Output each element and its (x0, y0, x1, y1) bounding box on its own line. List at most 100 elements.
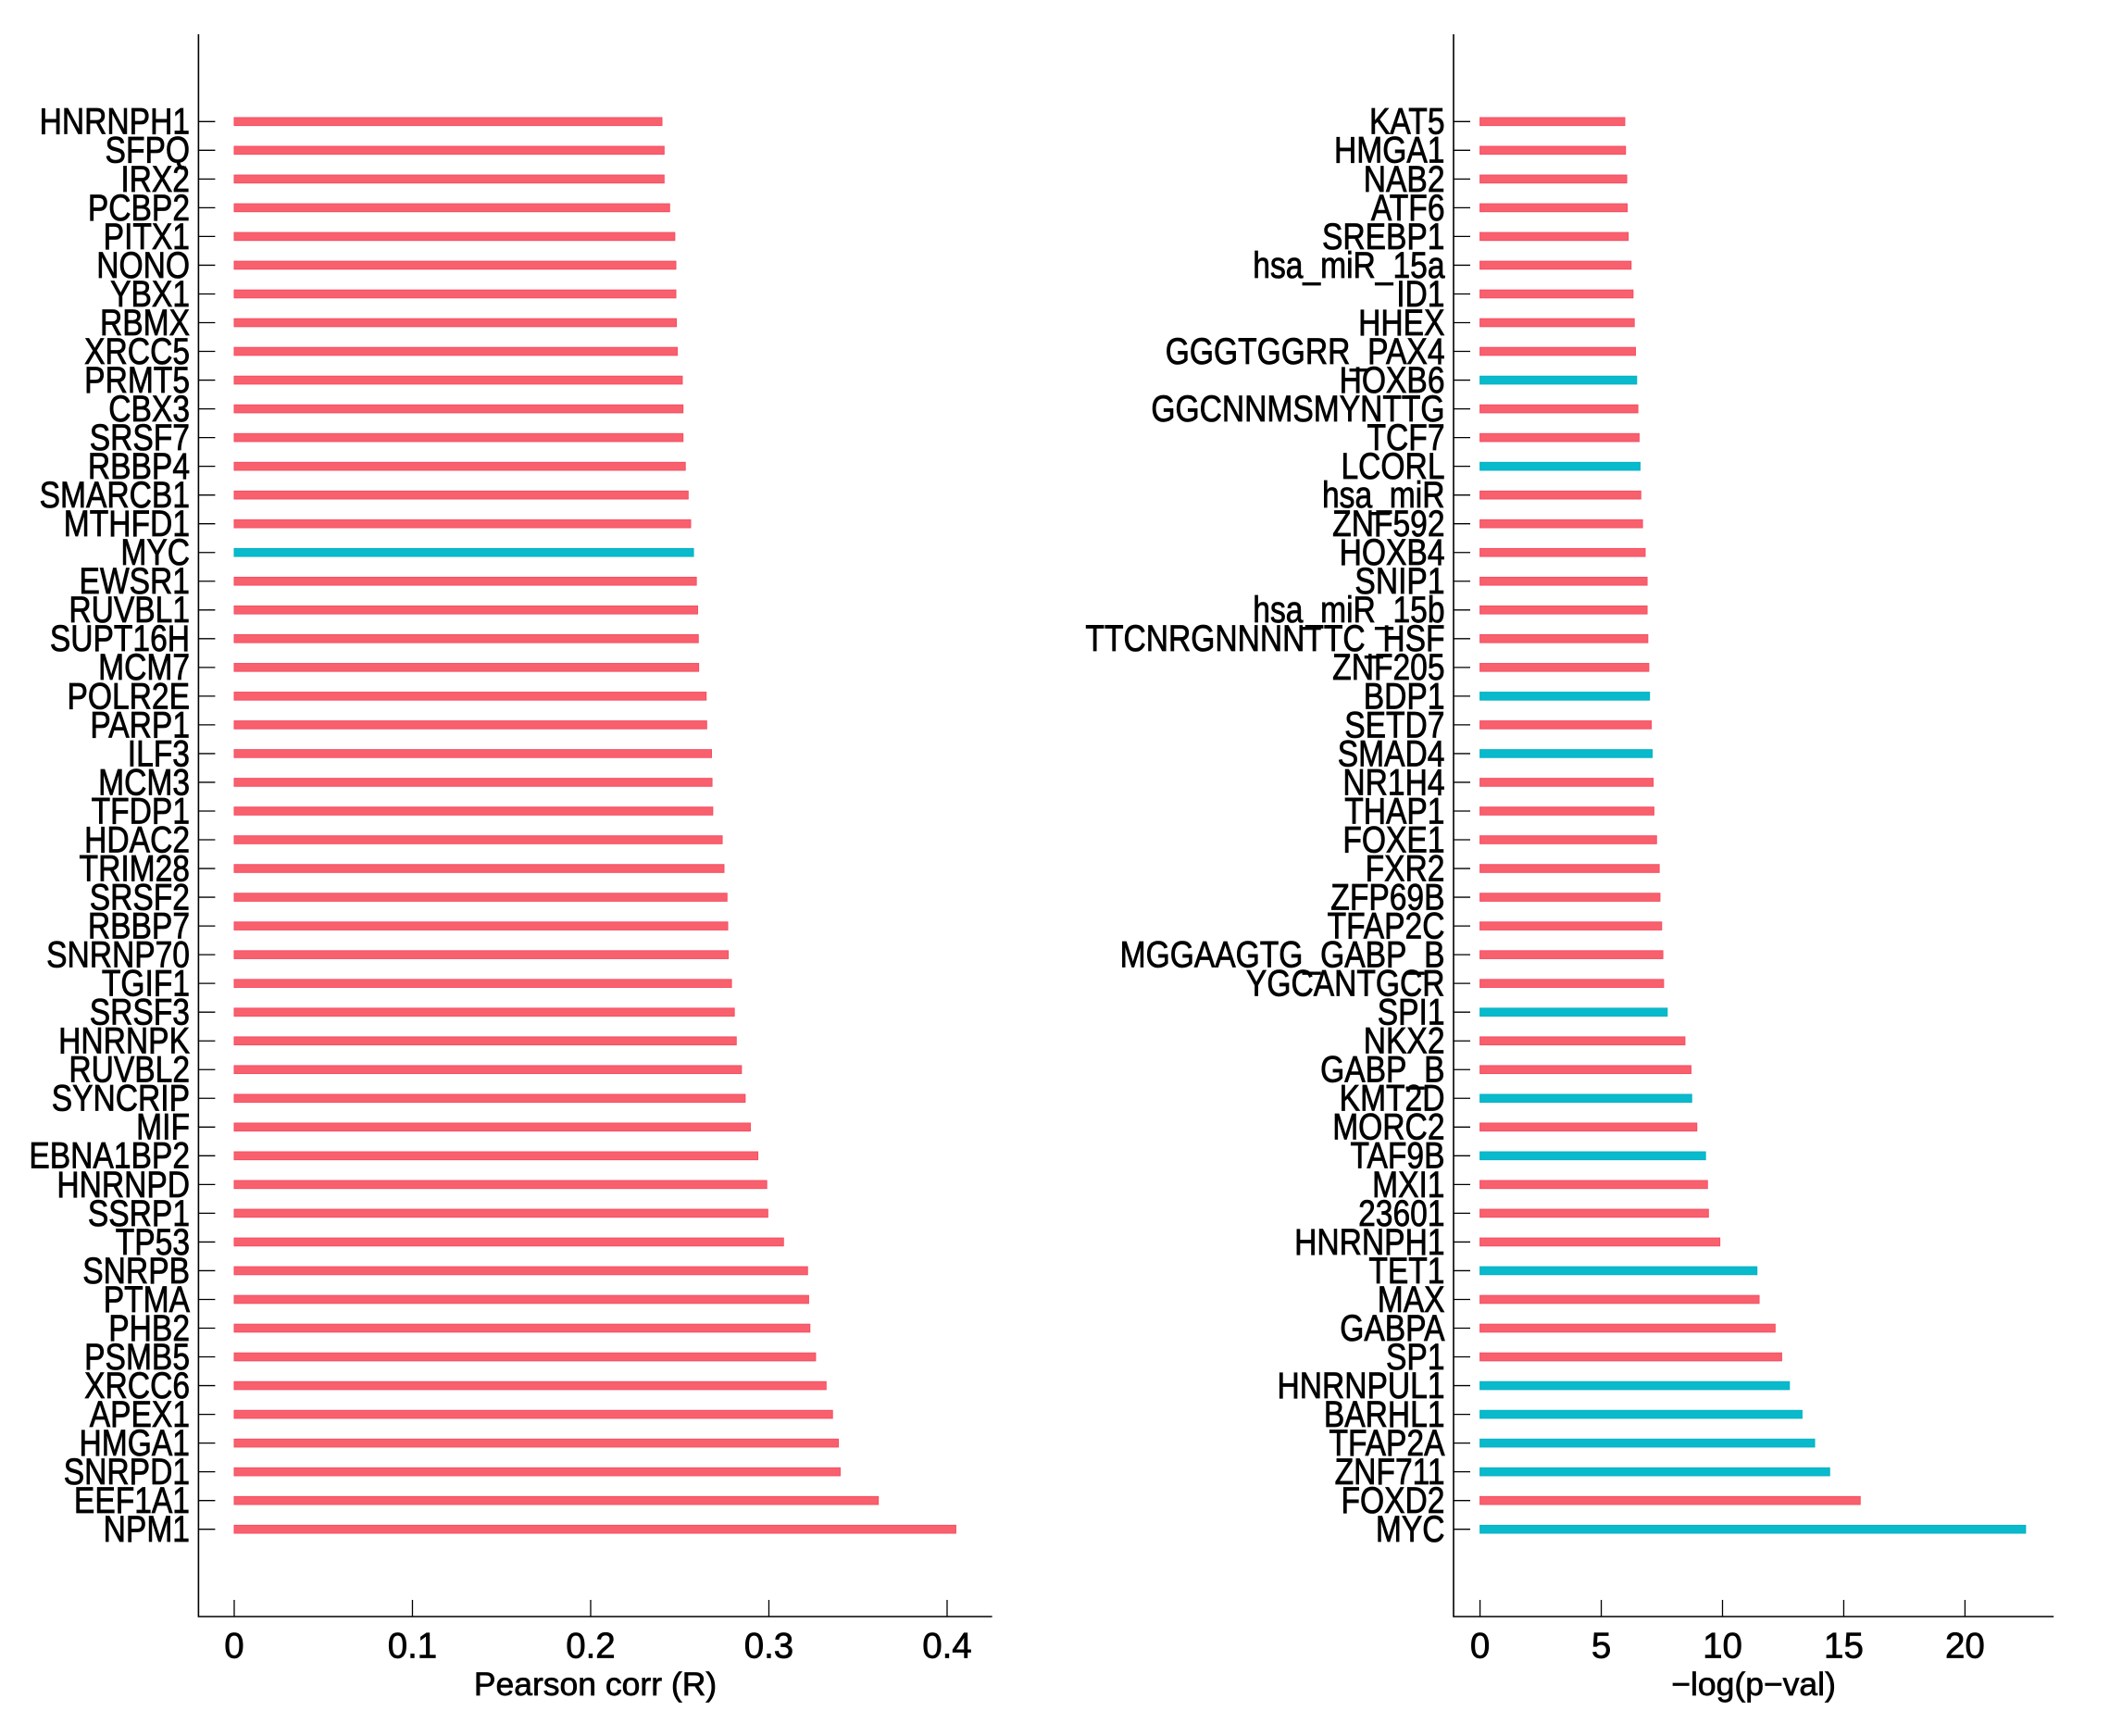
svg-text:ZNF592: ZNF592 (1332, 503, 1444, 543)
svg-text:23601: 23601 (1358, 1193, 1444, 1233)
svg-text:SP1: SP1 (1386, 1336, 1444, 1377)
svg-text:hsa_miR: hsa_miR (1322, 474, 1445, 515)
svg-text:GGGTGGRR_PAX4: GGGTGGRR_PAX4 (1166, 331, 1445, 371)
svg-text:15: 15 (1824, 1626, 1864, 1666)
svg-text:TAF9B: TAF9B (1350, 1135, 1444, 1176)
svg-text:MORC2: MORC2 (1332, 1106, 1444, 1147)
svg-text:hsa_miR_15b: hsa_miR_15b (1253, 589, 1444, 630)
svg-text:ZNF711: ZNF711 (1335, 1451, 1445, 1492)
svg-text:5: 5 (1592, 1626, 1611, 1666)
svg-text:HMGA1: HMGA1 (80, 1422, 190, 1463)
svg-text:NAB2: NAB2 (1364, 158, 1445, 199)
svg-text:LCORL: LCORL (1342, 445, 1445, 486)
svg-text:RBBP4: RBBP4 (88, 445, 190, 486)
svg-text:SMARCB1: SMARCB1 (40, 474, 190, 515)
svg-text:TFDP1: TFDP1 (92, 791, 190, 831)
svg-text:SREBP1: SREBP1 (1322, 216, 1445, 256)
svg-text:PTMA: PTMA (104, 1279, 191, 1319)
svg-text:PCBP2: PCBP2 (88, 187, 190, 228)
svg-text:SRSF3: SRSF3 (90, 992, 190, 1032)
svg-text:HNRNPK: HNRNPK (58, 1020, 190, 1061)
svg-text:FOXD2: FOXD2 (1342, 1480, 1445, 1520)
svg-text:HNRNPH1: HNRNPH1 (40, 101, 190, 142)
svg-text:POLR2E: POLR2E (67, 676, 190, 717)
svg-text:SRSF2: SRSF2 (90, 877, 190, 918)
svg-text:0: 0 (1470, 1626, 1490, 1666)
svg-text:0.1: 0.1 (388, 1626, 438, 1666)
svg-text:ILF3: ILF3 (128, 733, 190, 774)
svg-text:TFAP2A: TFAP2A (1329, 1422, 1444, 1463)
svg-text:Pearson corr (R): Pearson corr (R) (474, 1666, 717, 1703)
svg-text:BDP1: BDP1 (1364, 676, 1445, 717)
svg-text:PARP1: PARP1 (90, 705, 190, 745)
svg-text:SNRPB: SNRPB (82, 1250, 190, 1291)
svg-text:XRCC6: XRCC6 (84, 1365, 190, 1405)
svg-text:EEF1A1: EEF1A1 (74, 1480, 190, 1520)
svg-text:RUVBL2: RUVBL2 (69, 1049, 190, 1090)
svg-text:NONO: NONO (96, 244, 190, 285)
svg-text:PRMT5: PRMT5 (84, 359, 190, 400)
svg-text:FOXE1: FOXE1 (1342, 819, 1444, 860)
svg-text:KAT5: KAT5 (1369, 101, 1445, 142)
svg-text:THAP1: THAP1 (1344, 791, 1444, 831)
svg-text:NPM1: NPM1 (104, 1508, 190, 1549)
svg-text:ATF6: ATF6 (1371, 187, 1445, 228)
svg-text:TP53: TP53 (116, 1221, 190, 1262)
svg-text:RUVBL1: RUVBL1 (69, 589, 190, 630)
svg-text:SSRP1: SSRP1 (88, 1193, 190, 1233)
svg-text:10: 10 (1703, 1626, 1742, 1666)
svg-text:CBX3: CBX3 (108, 388, 190, 429)
svg-text:SPI1: SPI1 (1378, 992, 1445, 1032)
svg-text:TCF7: TCF7 (1367, 417, 1445, 457)
svg-text:IRX2: IRX2 (120, 158, 190, 199)
svg-text:MYC: MYC (1376, 1508, 1445, 1549)
svg-text:HNRNPUL1: HNRNPUL1 (1277, 1365, 1444, 1405)
svg-text:MAX: MAX (1378, 1279, 1445, 1319)
svg-text:SFPQ: SFPQ (106, 130, 190, 170)
svg-text:BARHL1: BARHL1 (1324, 1393, 1445, 1434)
svg-text:TRIM28: TRIM28 (80, 848, 190, 889)
svg-text:MGGAAGTG_GABP_B: MGGAAGTG_GABP_B (1120, 934, 1445, 975)
svg-text:GABP_B: GABP_B (1320, 1049, 1444, 1090)
svg-text:MCM3: MCM3 (98, 762, 190, 803)
svg-text:GGCNNMSMYNTTG: GGCNNMSMYNTTG (1151, 388, 1444, 429)
svg-text:HOXB6: HOXB6 (1340, 359, 1445, 400)
svg-text:KMT2D: KMT2D (1340, 1078, 1445, 1118)
svg-text:PITX1: PITX1 (104, 216, 190, 256)
svg-text:TFAP2C: TFAP2C (1328, 905, 1445, 946)
svg-text:−log(p−val): −log(p−val) (1671, 1666, 1836, 1703)
svg-text:SNRNP70: SNRNP70 (46, 934, 190, 975)
svg-text:SYNCRIP: SYNCRIP (52, 1078, 190, 1118)
svg-text:0.3: 0.3 (744, 1626, 794, 1666)
svg-text:SETD7: SETD7 (1344, 705, 1444, 745)
svg-text:XRCC5: XRCC5 (84, 331, 190, 371)
svg-text:YBX1: YBX1 (110, 273, 190, 314)
svg-text:EWSR1: EWSR1 (80, 560, 190, 601)
svg-text:YGCANTGCR: YGCANTGCR (1246, 963, 1445, 1004)
svg-text:SNIP1: SNIP1 (1354, 560, 1444, 601)
svg-text:RBBP7: RBBP7 (88, 905, 190, 946)
svg-text:SNRPD1: SNRPD1 (64, 1451, 190, 1492)
svg-text:ZNF205: ZNF205 (1332, 647, 1444, 688)
svg-text:0.2: 0.2 (566, 1626, 616, 1666)
svg-text:SRSF7: SRSF7 (90, 417, 190, 457)
svg-text:TET1: TET1 (1368, 1250, 1444, 1291)
svg-text:RBMX: RBMX (100, 302, 190, 343)
svg-text:NR1H4: NR1H4 (1342, 762, 1444, 803)
svg-text:ID1: ID1 (1396, 273, 1444, 314)
svg-text:hsa_miR_15a: hsa_miR_15a (1253, 244, 1445, 285)
svg-text:MIF: MIF (136, 1106, 190, 1147)
svg-text:MTHFD1: MTHFD1 (64, 503, 190, 543)
svg-text:HNRNPD: HNRNPD (56, 1164, 190, 1205)
svg-text:APEX1: APEX1 (90, 1393, 190, 1434)
svg-text:HNRNPH1: HNRNPH1 (1294, 1221, 1444, 1262)
svg-text:MCM7: MCM7 (98, 647, 190, 688)
svg-text:TTCNRGNNNNTTC_HSF: TTCNRGNNNNTTC_HSF (1085, 618, 1444, 658)
svg-text:FXR2: FXR2 (1366, 848, 1445, 889)
svg-text:PSMB5: PSMB5 (84, 1336, 190, 1377)
svg-text:0.4: 0.4 (922, 1626, 972, 1666)
svg-text:MYC: MYC (120, 531, 190, 572)
svg-text:EBNA1BP2: EBNA1BP2 (29, 1135, 190, 1176)
svg-text:HMGA1: HMGA1 (1334, 130, 1444, 170)
svg-text:0: 0 (224, 1626, 243, 1666)
